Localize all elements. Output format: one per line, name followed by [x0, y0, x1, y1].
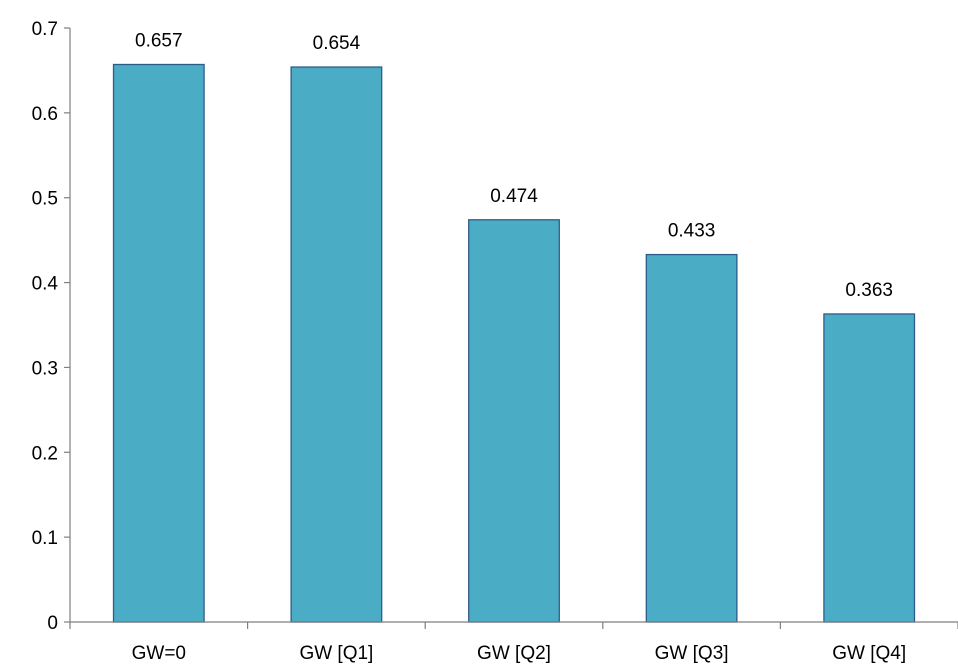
- bar-5: [823, 313, 916, 623]
- y-tick-label: 0.4: [32, 274, 59, 295]
- data-label: 0.654: [313, 33, 361, 54]
- bars: [112, 63, 916, 623]
- y-tick-label: 0.7: [32, 19, 58, 40]
- bar-3: [468, 219, 560, 623]
- x-category-label: GW [Q4]: [832, 643, 906, 664]
- data-label: 0.657: [135, 30, 183, 51]
- y-tick-label: 0.6: [32, 104, 58, 125]
- x-category-label: GW=0: [132, 643, 186, 664]
- y-tick-label: 0.3: [32, 358, 58, 379]
- x-category-label: GW [Q3]: [655, 643, 729, 664]
- bar-2: [290, 66, 383, 623]
- bar-4: [645, 253, 738, 623]
- x-category-label: GW [Q1]: [299, 643, 373, 664]
- y-tick-label: 0.1: [32, 528, 58, 549]
- data-label: 0.474: [490, 186, 538, 207]
- x-category-label: GW [Q2]: [477, 643, 551, 664]
- data-labels: 0.657 0.654 0.474 0.433 0.363: [135, 30, 893, 300]
- y-tick-label: 0.2: [32, 443, 58, 464]
- x-axis: GW=0 GW [Q1] GW [Q2] GW [Q3] GW [Q4]: [69, 621, 958, 664]
- data-label: 0.363: [845, 280, 893, 301]
- y-axis: 0 0.1 0.2 0.3 0.4 0.5 0.6 0.7: [32, 19, 71, 634]
- bar-1: [112, 63, 205, 623]
- y-tick-label: 0: [47, 613, 58, 634]
- y-tick-label: 0.5: [32, 189, 58, 210]
- data-label: 0.433: [668, 221, 716, 242]
